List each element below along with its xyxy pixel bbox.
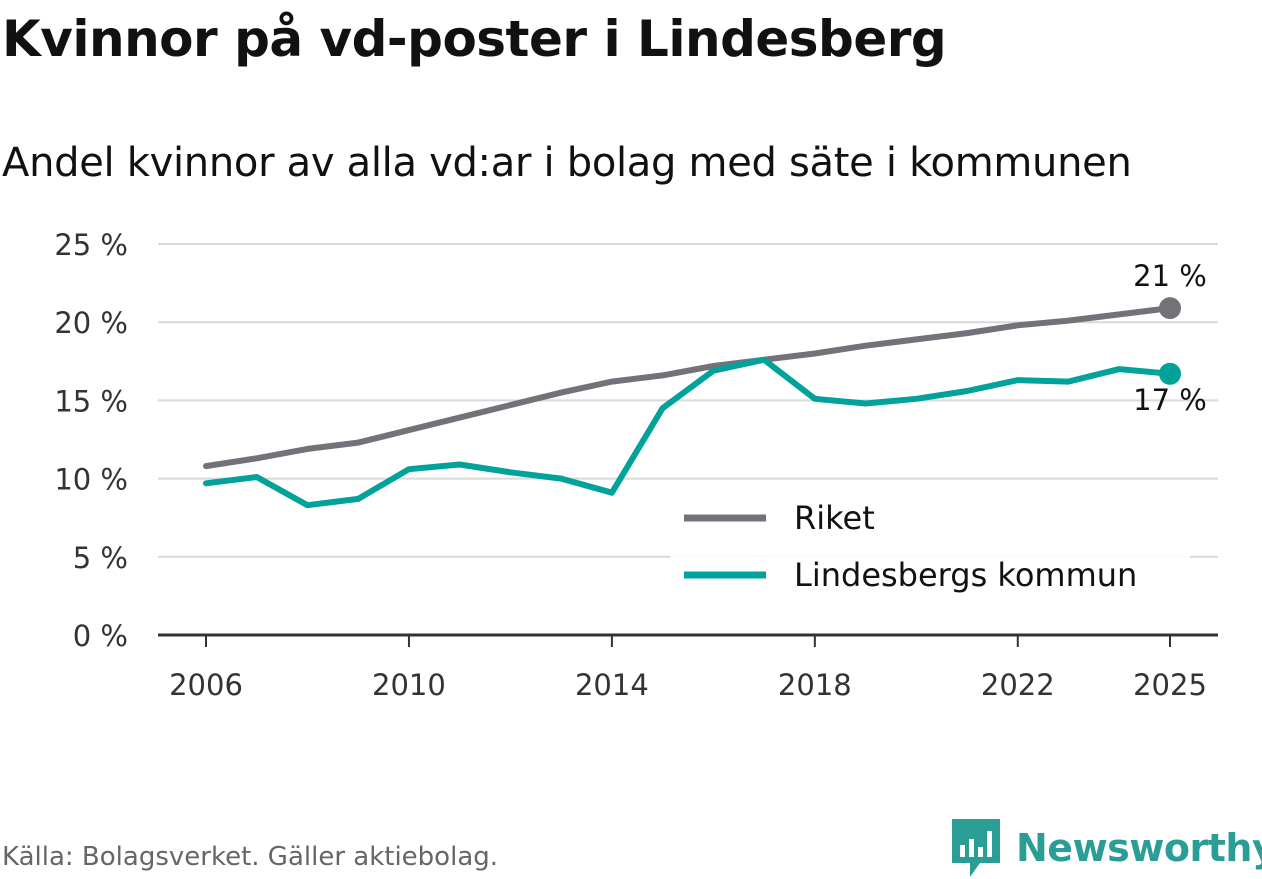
x-tick-label: 2025 xyxy=(1133,668,1207,702)
end-point-lindesberg xyxy=(1159,362,1181,385)
x-tick-label: 2014 xyxy=(575,668,649,702)
brand-name: Newsworthy xyxy=(1016,826,1262,870)
chart-title: Kvinnor på vd-poster i Lindesberg xyxy=(2,10,947,68)
end-value-label: 21 % xyxy=(1133,259,1207,293)
y-tick-label: 10 % xyxy=(54,463,128,497)
y-tick-label: 5 % xyxy=(73,541,128,575)
end-value-label: 17 % xyxy=(1133,383,1207,417)
source-note: Källa: Bolagsverket. Gäller aktiebolag. xyxy=(2,842,499,872)
x-tick-label: 2010 xyxy=(372,668,446,702)
series-line-riket xyxy=(203,305,1173,470)
y-tick-label: 0 % xyxy=(73,619,128,653)
legend-label: Riket xyxy=(794,499,875,537)
legend-background xyxy=(670,488,1190,606)
y-tick-label: 15 % xyxy=(54,384,128,418)
series-line-lindesberg xyxy=(203,356,1173,509)
chart-subtitle: Andel kvinnor av alla vd:ar i bolag med … xyxy=(2,140,1132,186)
y-tick-label: 25 % xyxy=(54,228,128,262)
y-tick-label: 20 % xyxy=(54,306,128,340)
x-tick-label: 2018 xyxy=(778,668,852,702)
end-point-riket xyxy=(1159,297,1181,320)
x-tick-label: 2006 xyxy=(169,668,243,702)
brand-logo: Newsworthy xyxy=(950,818,1262,878)
x-tick-label: 2022 xyxy=(981,668,1055,702)
legend-label: Lindesbergs kommun xyxy=(794,556,1137,594)
newsworthy-logo-icon xyxy=(952,819,1000,877)
